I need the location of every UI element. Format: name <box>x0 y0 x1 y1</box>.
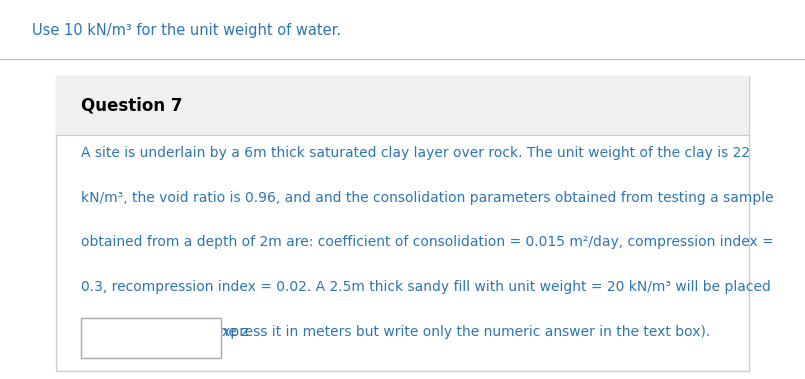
Text: on the site. Determine z: on the site. Determine z <box>80 325 248 339</box>
Text: A site is underlain by a 6m thick saturated clay layer over rock. The unit weigh: A site is underlain by a 6m thick satura… <box>80 146 749 160</box>
Text: Question 7: Question 7 <box>80 96 182 114</box>
Text: 0.3, recompression index = 0.02. A 2.5m thick sandy fill with unit weight = 20 k: 0.3, recompression index = 0.02. A 2.5m … <box>80 280 770 294</box>
FancyBboxPatch shape <box>56 76 749 135</box>
FancyBboxPatch shape <box>80 318 221 358</box>
Text: Use 10 kN/m³ for the unit weight of water.: Use 10 kN/m³ for the unit weight of wate… <box>32 23 341 38</box>
FancyBboxPatch shape <box>56 76 749 371</box>
Text: dr: dr <box>191 334 202 344</box>
Text: kN/m³, the void ratio is 0.96, and and the consolidation parameters obtained fro: kN/m³, the void ratio is 0.96, and and t… <box>80 191 773 205</box>
Text: obtained from a depth of 2m are: coefficient of consolidation = 0.015 m²/day, co: obtained from a depth of 2m are: coeffic… <box>80 235 774 249</box>
Text: (express it in meters but write only the numeric answer in the text box).: (express it in meters but write only the… <box>204 325 711 339</box>
